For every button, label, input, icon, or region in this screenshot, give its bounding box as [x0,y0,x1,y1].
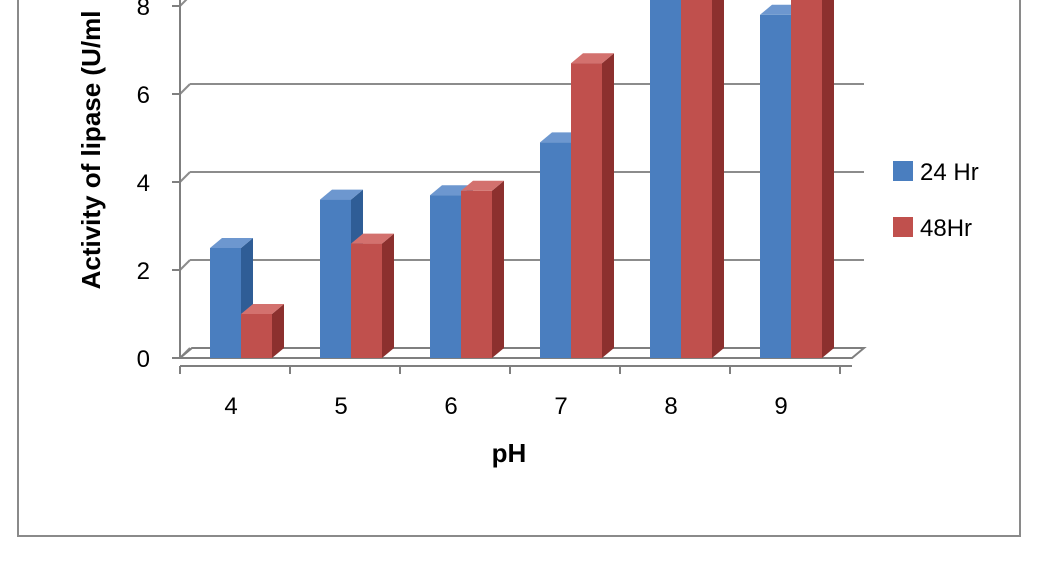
gridlines [179,0,864,359]
bar [241,304,284,358]
bar-front [461,190,492,358]
x-tick-label: 8 [664,393,677,420]
bar-front [540,142,571,358]
bar [571,53,614,358]
bar-front [681,0,712,358]
x-tick-label: 7 [554,393,567,420]
bar-top [351,233,394,244]
axes [172,0,867,374]
bar-front [760,14,791,359]
legend-swatch [893,161,913,181]
bar [681,0,724,358]
bar-front [320,199,351,358]
x-tick-label: 9 [774,393,787,420]
bar-front [650,0,681,359]
bar-front [571,63,602,358]
gridline-depth [179,83,191,95]
x-tick-label: 5 [334,393,347,420]
y-tick-label: 6 [137,82,150,109]
bar-top [320,189,363,200]
bar-front [241,314,272,358]
bar-side [492,180,504,358]
legend-label: 24 Hr [920,159,979,186]
bar-side [822,0,834,358]
legend: 24 Hr 48Hr [893,159,979,242]
bar [791,0,834,358]
x-tick-label: 6 [444,393,457,420]
gridline-depth [179,0,188,7]
legend-label: 48Hr [920,215,972,242]
bar-front [791,0,822,358]
y-tick-label: 0 [137,346,150,373]
bar-front [210,248,241,358]
bar-top [571,53,614,64]
legend-swatch [893,217,913,237]
bar-side [382,233,394,358]
bar-top [210,238,253,248]
bar-side [712,0,724,358]
y-tick-label: 4 [137,170,150,197]
bar-front [351,243,382,358]
y-tick-label: 2 [137,258,150,285]
bar [461,180,504,358]
bar-top [461,180,504,191]
floor [177,347,867,359]
x-axis-title: pH [492,438,527,468]
gridline-depth [179,259,191,271]
bars [210,0,834,359]
bar-side [602,53,614,358]
x-tick-label: 4 [224,393,237,420]
bar [351,233,394,358]
bar [210,238,253,358]
bar-side [272,304,284,358]
y-axis-title: Activity of lipase (U/ml [76,11,106,290]
gridline-depth [179,171,191,183]
labels: 0 2 4 6 8 4 5 6 7 8 9 [137,0,788,420]
bar-front [430,195,461,358]
y-tick-label: 8 [137,0,150,21]
bar-top [241,304,284,314]
